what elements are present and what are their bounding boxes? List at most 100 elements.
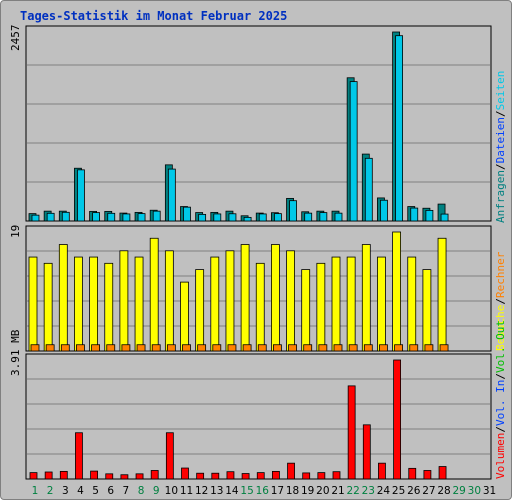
volumen-bar: [59, 470, 68, 480]
day-label: 9: [153, 485, 160, 497]
day-label: 18: [286, 485, 299, 497]
day-label: 22: [346, 485, 359, 497]
volumen-bar: [438, 466, 447, 480]
dateien-bar: [61, 211, 70, 222]
legend-entry: Vol. Out: [494, 320, 507, 373]
volumen-bar: [29, 472, 38, 480]
rechner-bar: [379, 344, 388, 352]
rechner-bar: [363, 344, 373, 352]
rechner-bar: [30, 344, 40, 352]
rechner-bar: [45, 344, 55, 352]
day-label: 28: [437, 485, 450, 497]
page-title: Tages-Statistik im Monat Februar 2025: [20, 9, 288, 23]
besuche-bar: [407, 256, 417, 352]
dateien-bar: [319, 212, 328, 222]
rechner-bar: [151, 344, 161, 352]
legend-entry: /: [494, 426, 507, 433]
rechner-bar: [242, 344, 252, 352]
besuche-bar: [361, 244, 371, 352]
y-max-label: 19: [9, 225, 22, 238]
legend-entry: /: [494, 373, 507, 380]
series-legend: Volumen/Vol. In/Vol. Out: [494, 320, 507, 479]
day-label: 26: [407, 485, 421, 497]
day-label: 1: [32, 485, 39, 497]
legend-entry: /: [494, 163, 507, 170]
day-label: 21: [331, 485, 344, 497]
besuche-bar: [316, 262, 326, 352]
rechner-bar: [424, 344, 434, 352]
dateien-bar: [440, 213, 449, 222]
day-label: 6: [107, 485, 114, 497]
volumen-bar: [347, 385, 356, 480]
rechner-bar: [76, 344, 85, 352]
dateien-bar: [243, 216, 252, 222]
rechner-bar: [439, 344, 449, 352]
rechner-bar: [166, 344, 176, 352]
volumen-bar: [105, 473, 114, 480]
volumen-bar: [271, 470, 280, 480]
besuche-bar: [180, 281, 189, 352]
dateien-bar: [46, 212, 55, 222]
day-label: 5: [92, 485, 99, 497]
dateien-bar: [228, 213, 237, 222]
dateien-bar: [122, 213, 131, 222]
day-label: 16: [256, 485, 270, 497]
volumen-bar: [393, 359, 402, 480]
day-label: 8: [138, 485, 145, 497]
day-label: 27: [422, 485, 435, 497]
dateien-bar: [410, 207, 419, 222]
volumen-bar: [256, 472, 265, 480]
dateien-bar: [152, 210, 161, 222]
rechner-bar: [212, 344, 222, 352]
day-label: 4: [77, 485, 84, 497]
volumen-bar: [181, 467, 189, 480]
besuche-bar: [89, 256, 98, 352]
besuche-bar: [301, 269, 311, 352]
volumen-bar: [226, 471, 235, 480]
day-label: 24: [377, 485, 391, 497]
besuche-bar: [346, 256, 356, 352]
dateien-bar: [137, 213, 146, 222]
day-label: 20: [316, 485, 329, 497]
volumen-bar: [241, 473, 250, 480]
day-label: 15: [240, 485, 253, 497]
legend-entry: Seiten: [494, 71, 507, 111]
volumen-bar: [362, 424, 371, 480]
dateien-bar: [258, 213, 267, 222]
volumen-bar: [150, 470, 159, 480]
besuche-bar: [149, 237, 159, 352]
y-max-label: 2457: [9, 25, 22, 52]
legend-entry: /: [494, 298, 507, 305]
volumen-bar: [196, 472, 205, 480]
besuche-bar: [195, 269, 205, 352]
volumen-bar: [44, 471, 53, 480]
volumen-bar: [211, 472, 220, 480]
day-label: 23: [362, 485, 375, 497]
day-label: 29: [453, 485, 466, 497]
dateien-bar: [183, 206, 191, 222]
day-label: 17: [271, 485, 284, 497]
dateien-bar: [380, 199, 388, 222]
volumen-bar: [302, 472, 311, 480]
panel-frame: [25, 353, 492, 480]
rechner-bar: [318, 344, 328, 352]
dateien-bar: [107, 212, 116, 222]
legend-entry: Dateien: [494, 117, 507, 163]
rechner-bar: [136, 344, 146, 352]
dateien-bar: [77, 169, 85, 222]
day-label: 7: [123, 485, 130, 497]
volumen-bar: [75, 432, 83, 480]
rechner-bar: [288, 344, 297, 352]
besuche-bar: [164, 250, 174, 352]
volumen-bar: [378, 462, 386, 480]
volumen-bar: [317, 472, 326, 480]
day-label: 14: [225, 485, 239, 497]
day-label: 31: [483, 485, 496, 497]
day-label: 30: [468, 485, 481, 497]
day-label: 25: [392, 485, 405, 497]
dateien-bar: [167, 168, 176, 222]
volumen-bar: [165, 432, 174, 480]
rechner-bar: [91, 344, 100, 352]
